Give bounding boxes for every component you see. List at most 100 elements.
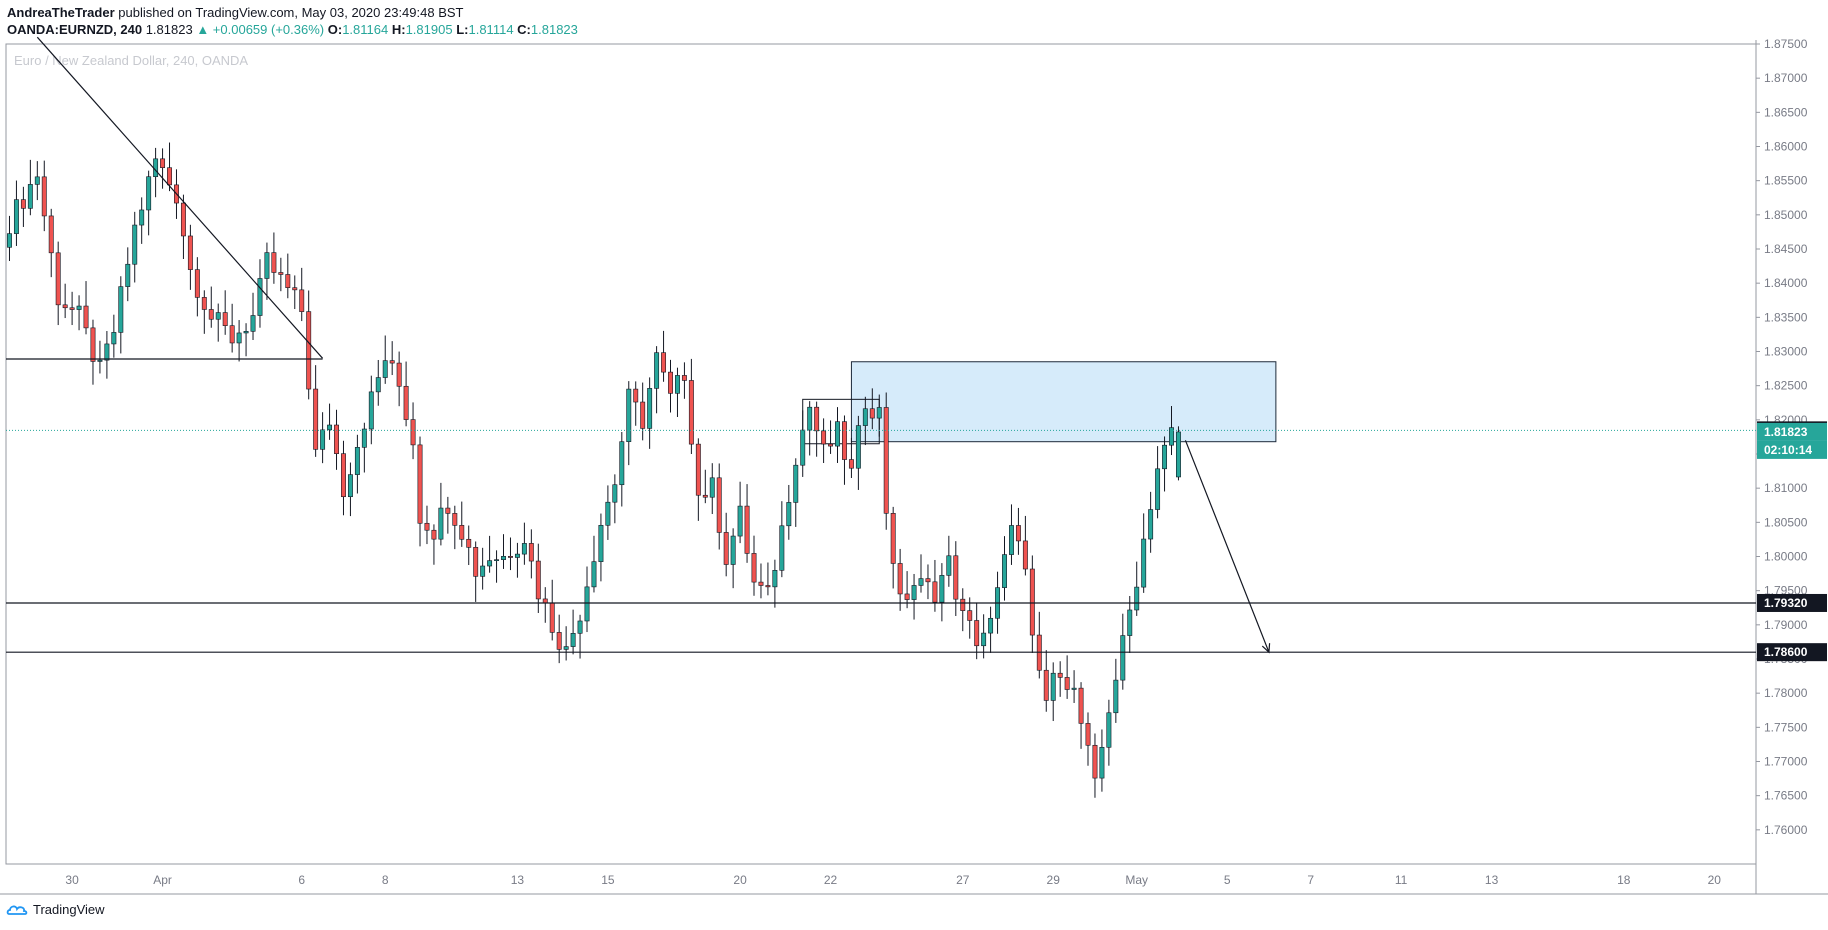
candle-body <box>508 556 513 558</box>
candle-body <box>194 269 200 298</box>
candle-body <box>111 332 117 345</box>
x-tick-label: 8 <box>382 873 389 887</box>
price-axis-label-text: 1.79320 <box>1764 596 1808 610</box>
candle-body <box>953 555 959 600</box>
candle-body <box>709 477 715 498</box>
published-text: published on TradingView.com, May 03, 20… <box>118 5 464 20</box>
price-axis-label-bg <box>1757 593 1827 612</box>
low-label: L: <box>456 22 469 37</box>
brand-name: TradingView <box>33 902 105 917</box>
candle-body <box>292 287 298 291</box>
candle-body <box>723 532 729 565</box>
y-tick-label: 1.78000 <box>1764 686 1808 700</box>
y-tick-label: 1.82500 <box>1764 379 1808 393</box>
last-price: 1.81823 <box>145 22 193 37</box>
price-axis-label-bg <box>1757 422 1827 441</box>
x-tick-label: 27 <box>956 873 970 887</box>
candle-body <box>654 352 660 389</box>
candle-body <box>848 459 854 469</box>
candle-body <box>501 556 506 560</box>
x-tick-label: 29 <box>1047 873 1061 887</box>
candle-body <box>208 309 214 320</box>
candle-body <box>869 408 875 419</box>
candle-body <box>591 561 597 588</box>
candle-body <box>514 553 520 558</box>
price-axis-label-text: 02:10:14 <box>1764 443 1812 457</box>
y-tick-label: 1.87000 <box>1764 71 1808 85</box>
candle-body <box>904 593 910 600</box>
candle-body <box>751 553 757 583</box>
candle-body <box>1002 554 1007 588</box>
projection-arrow <box>1184 440 1270 653</box>
high-label: H: <box>391 22 406 37</box>
candle-body <box>1064 677 1070 690</box>
candle-body <box>334 424 339 454</box>
candle-body <box>118 286 124 333</box>
tradingview-brand[interactable]: TradingView <box>6 902 105 917</box>
candle-body <box>793 464 799 503</box>
candle-body <box>1078 687 1084 724</box>
candle-body <box>1176 431 1181 478</box>
candle-body <box>1071 687 1077 690</box>
author-name[interactable]: AndreaTheTrader <box>7 5 115 20</box>
candle-body <box>925 578 931 583</box>
candle-body <box>737 505 743 537</box>
candle-body <box>1099 746 1105 779</box>
candle-body <box>988 617 994 634</box>
candle-body <box>758 581 764 586</box>
x-tick-label: Apr <box>153 873 172 887</box>
y-tick-label: 1.84000 <box>1764 276 1808 290</box>
candle-body <box>382 360 388 378</box>
candle-body <box>313 388 319 450</box>
y-tick-label: 1.86000 <box>1764 140 1808 154</box>
x-tick-label: 13 <box>511 873 525 887</box>
candle-body <box>201 297 207 310</box>
candle-body <box>862 408 868 426</box>
candle-body <box>883 407 889 514</box>
y-tick-label: 1.81000 <box>1764 481 1808 495</box>
open-value: 1.81164 <box>342 22 389 37</box>
candle-body <box>1148 509 1154 540</box>
candle-body <box>167 167 172 186</box>
high-value: 1.81905 <box>405 22 453 37</box>
close-label: C: <box>517 22 531 37</box>
candle-body <box>278 272 284 275</box>
candle-body <box>285 274 291 288</box>
candle-body <box>62 304 68 309</box>
candle-body <box>855 425 861 469</box>
candle-body <box>20 199 26 209</box>
candle-body <box>1043 669 1049 701</box>
arrow-head <box>1261 643 1271 654</box>
low-value: 1.81114 <box>468 22 514 37</box>
candle-body <box>459 525 465 540</box>
candle-body <box>236 332 242 344</box>
candle-body <box>681 375 687 381</box>
candle-body <box>967 610 973 621</box>
candle-body <box>410 419 416 446</box>
y-tick-label: 1.80500 <box>1764 515 1808 529</box>
candle-body <box>911 585 917 600</box>
candle-body <box>125 263 131 287</box>
candle-body <box>772 570 778 588</box>
chart-title: Euro / New Zealand Dollar, 240, OANDA <box>14 53 248 68</box>
candle-body <box>264 252 270 279</box>
candle-body <box>466 538 472 548</box>
candle-body <box>257 278 263 316</box>
candle-body <box>97 359 103 362</box>
candle-body <box>528 543 534 562</box>
candle-body <box>702 494 708 498</box>
candle-body <box>424 522 430 531</box>
candle-body <box>27 184 33 209</box>
candle-body <box>1127 609 1133 636</box>
candle-body <box>786 502 792 527</box>
candle-body <box>842 421 847 460</box>
candle-body <box>1106 712 1112 748</box>
candle-body <box>83 305 89 329</box>
candle-body <box>1141 538 1147 588</box>
chart-header: AndreaTheTrader published on TradingView… <box>7 4 578 38</box>
candle-body <box>139 209 145 226</box>
candle-body <box>640 401 646 429</box>
x-tick-label: 20 <box>733 873 747 887</box>
price-axis-label-bg <box>1757 440 1827 459</box>
